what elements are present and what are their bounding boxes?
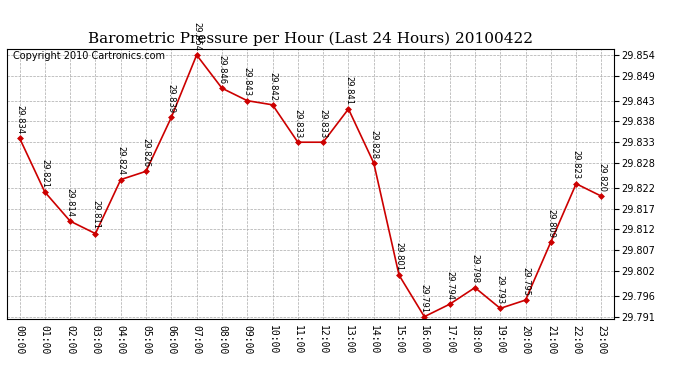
Text: 29.833: 29.833 [293,109,302,138]
Text: 29.834: 29.834 [15,105,24,134]
Text: 29.795: 29.795 [521,267,530,296]
Text: Copyright 2010 Cartronics.com: Copyright 2010 Cartronics.com [13,51,165,62]
Text: 29.793: 29.793 [495,275,505,304]
Text: 29.842: 29.842 [268,72,277,100]
Text: 29.798: 29.798 [471,254,480,284]
Text: 29.839: 29.839 [167,84,176,113]
Text: 29.811: 29.811 [91,200,100,230]
Text: 29.823: 29.823 [571,150,581,180]
Text: 29.821: 29.821 [40,159,50,188]
Text: 29.854: 29.854 [192,22,201,51]
Text: 29.814: 29.814 [66,188,75,217]
Text: 29.841: 29.841 [344,76,353,105]
Text: 29.846: 29.846 [217,55,226,84]
Text: 29.828: 29.828 [369,130,378,159]
Text: 29.826: 29.826 [141,138,150,167]
Text: 29.801: 29.801 [395,242,404,271]
Title: Barometric Pressure per Hour (Last 24 Hours) 20100422: Barometric Pressure per Hour (Last 24 Ho… [88,32,533,46]
Text: 29.809: 29.809 [546,209,555,238]
Text: 29.791: 29.791 [420,284,429,312]
Text: 29.824: 29.824 [116,146,126,176]
Text: 29.794: 29.794 [445,271,454,300]
Text: 29.820: 29.820 [597,163,606,192]
Text: 29.833: 29.833 [319,109,328,138]
Text: 29.843: 29.843 [243,68,252,96]
